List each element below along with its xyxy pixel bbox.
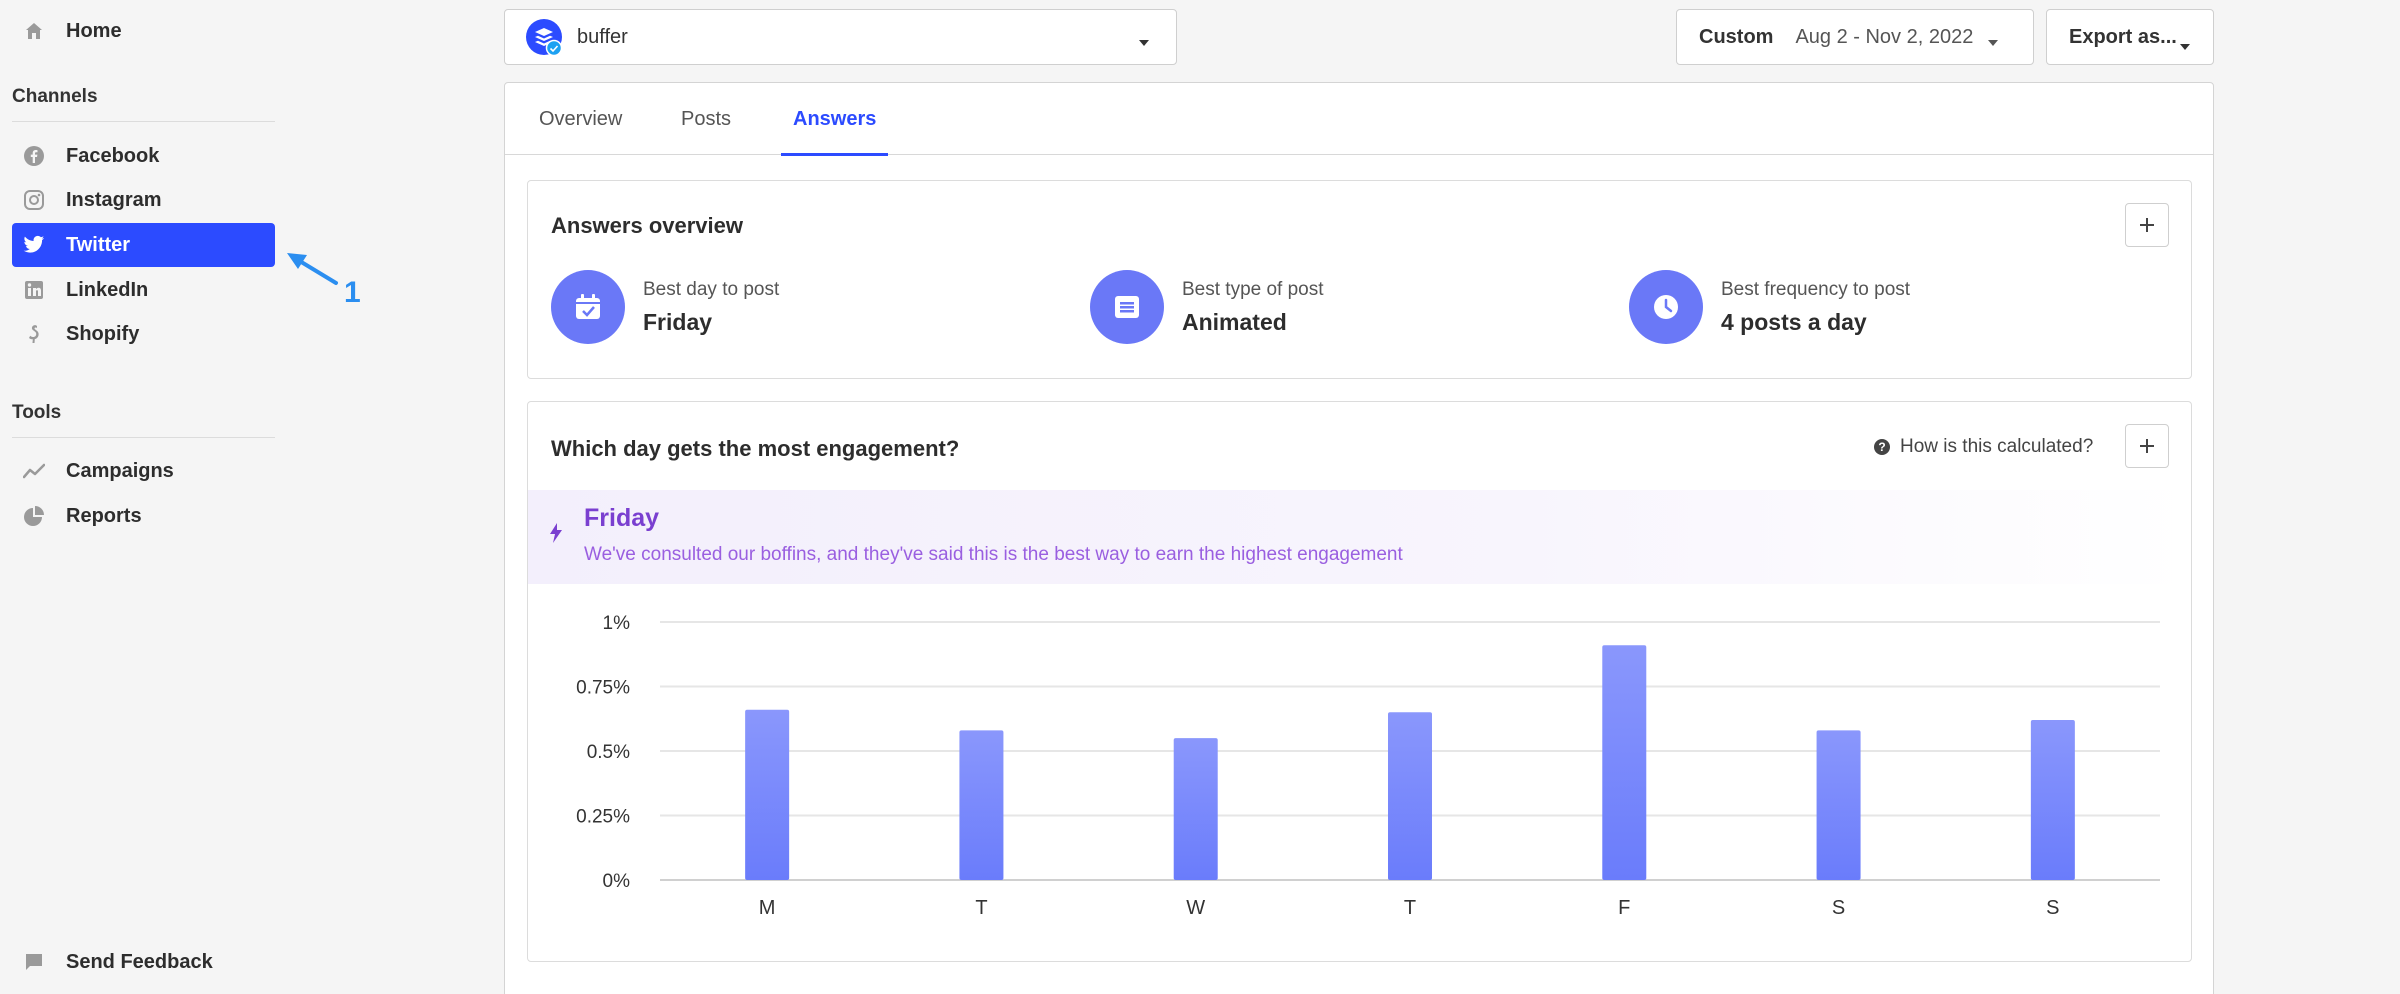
sidebar-item-linkedin[interactable]: LinkedIn xyxy=(12,268,275,312)
post-type-icon xyxy=(1090,270,1164,344)
account-name: buffer xyxy=(577,25,628,48)
shopify-icon xyxy=(22,322,46,346)
chat-icon xyxy=(22,950,46,974)
sidebar-item-label: Shopify xyxy=(66,322,140,345)
twitter-icon xyxy=(22,233,46,257)
export-button[interactable]: Export as... xyxy=(2046,9,2214,65)
channels-divider xyxy=(12,121,275,122)
expand-button[interactable] xyxy=(2125,424,2169,468)
annotation-number-1: 1 xyxy=(344,276,361,309)
x-tick-label: T xyxy=(975,897,987,919)
y-tick-label: 0.75% xyxy=(576,678,630,699)
x-tick-label: F xyxy=(1618,897,1630,919)
highlight-subtitle: We've consulted our boffins, and they've… xyxy=(584,544,1403,565)
x-tick-label: S xyxy=(2046,897,2059,919)
stat-label: Best frequency to post xyxy=(1721,278,1911,300)
chevron-down-icon xyxy=(2179,34,2191,57)
x-tick-label: M xyxy=(759,897,776,919)
expand-button[interactable] xyxy=(2125,203,2169,247)
sidebar-item-label: LinkedIn xyxy=(66,278,149,301)
sidebar-item-twitter[interactable]: Twitter xyxy=(12,223,275,267)
bar-6[interactable] xyxy=(2030,720,2075,880)
best-day-highlight: Friday We've consulted our boffins, and … xyxy=(528,490,2191,584)
engagement-bar-chart: 0% 0.25% 0.5% 0.75% 1% M T W T F S S xyxy=(576,613,2160,919)
account-selector[interactable]: buffer xyxy=(504,9,1177,65)
date-range-label: Custom xyxy=(1699,25,1774,48)
plus-icon xyxy=(2140,439,2154,453)
chevron-down-icon xyxy=(1987,34,1999,52)
how-calculated-link[interactable]: ? How is this calculated? xyxy=(1874,436,2093,458)
nav-home-label: Home xyxy=(66,19,122,42)
x-tick-label: S xyxy=(1832,897,1845,919)
stat-value: Friday xyxy=(643,308,713,335)
y-tick-label: 0.25% xyxy=(576,807,630,828)
answers-overview-card: Answers overview Best day to post Friday… xyxy=(527,180,2192,379)
tab-answers[interactable]: Answers xyxy=(780,83,889,156)
stat-label: Best day to post xyxy=(643,278,780,300)
tools-divider xyxy=(12,437,275,438)
y-tick-label: 1% xyxy=(603,613,631,634)
sidebar-item-label: Twitter xyxy=(66,233,131,256)
stat-label: Best type of post xyxy=(1182,278,1324,300)
date-range-selector[interactable]: Custom Aug 2 - Nov 2, 2022 xyxy=(1676,9,2034,65)
sidebar: Home Channels Facebook Instagram Twitter… xyxy=(0,0,290,994)
sidebar-item-campaigns[interactable]: Campaigns xyxy=(12,449,275,493)
send-feedback-link[interactable]: Send Feedback xyxy=(12,940,275,984)
analytics-panel: Overview Posts Answers Answers overview … xyxy=(504,82,2214,994)
engagement-title: Which day gets the most engagement? xyxy=(551,436,960,461)
instagram-icon xyxy=(22,188,46,212)
answers-overview-title: Answers overview xyxy=(551,213,743,238)
trend-line-icon xyxy=(22,459,46,483)
tools-title: Tools xyxy=(12,402,62,423)
sidebar-item-label: Campaigns xyxy=(66,459,174,482)
home-icon xyxy=(22,19,46,43)
sidebar-item-instagram[interactable]: Instagram xyxy=(12,178,275,222)
tab-bar: Overview Posts Answers xyxy=(505,83,2213,156)
export-label: Export as... xyxy=(2069,25,2177,48)
tab-posts[interactable]: Posts xyxy=(681,107,732,130)
calendar-icon xyxy=(551,270,625,344)
nav-home[interactable]: Home xyxy=(12,9,275,53)
sidebar-item-label: Reports xyxy=(66,504,142,527)
bar-2[interactable] xyxy=(1173,738,1218,880)
stat-best-frequency: Best frequency to post 4 posts a day xyxy=(1629,270,1910,344)
send-feedback-label: Send Feedback xyxy=(66,950,213,973)
tab-overview[interactable]: Overview xyxy=(539,107,623,130)
bar-4[interactable] xyxy=(1602,645,1647,880)
facebook-icon xyxy=(22,144,46,168)
stat-value: 4 posts a day xyxy=(1721,308,1867,335)
pie-chart-icon xyxy=(22,504,46,528)
sidebar-item-reports[interactable]: Reports xyxy=(12,494,275,538)
chevron-down-icon xyxy=(1138,34,1150,52)
bar-5[interactable] xyxy=(1816,730,1861,880)
plus-icon xyxy=(2140,218,2154,232)
annotation-arrow-1 xyxy=(287,253,338,285)
sidebar-item-label: Instagram xyxy=(66,188,162,211)
stat-best-day: Best day to post Friday xyxy=(551,270,779,344)
linkedin-icon xyxy=(22,278,46,302)
clock-icon xyxy=(1629,270,1703,344)
sidebar-item-shopify[interactable]: Shopify xyxy=(12,312,275,356)
bar-3[interactable] xyxy=(1388,712,1432,880)
x-tick-label: W xyxy=(1186,897,1205,919)
bar-0[interactable] xyxy=(745,709,790,880)
bar-1[interactable] xyxy=(959,730,1004,880)
highlight-title: Friday xyxy=(584,504,660,532)
channels-title: Channels xyxy=(12,86,98,107)
buffer-logo-icon xyxy=(525,18,563,57)
stat-value: Animated xyxy=(1182,308,1287,335)
stat-best-type: Best type of post Animated xyxy=(1090,270,1324,344)
y-tick-label: 0% xyxy=(603,871,631,892)
y-tick-label: 0.5% xyxy=(587,742,630,763)
help-icon: ? xyxy=(1874,439,1890,455)
x-tick-label: T xyxy=(1404,897,1416,919)
engagement-card: Which day gets the most engagement? ? Ho… xyxy=(527,401,2192,962)
sidebar-item-label: Facebook xyxy=(66,144,160,167)
sidebar-item-facebook[interactable]: Facebook xyxy=(12,134,275,178)
lightning-icon xyxy=(548,522,564,549)
how-calculated-label: How is this calculated? xyxy=(1900,436,2094,457)
date-range-value: Aug 2 - Nov 2, 2022 xyxy=(1795,25,1974,48)
